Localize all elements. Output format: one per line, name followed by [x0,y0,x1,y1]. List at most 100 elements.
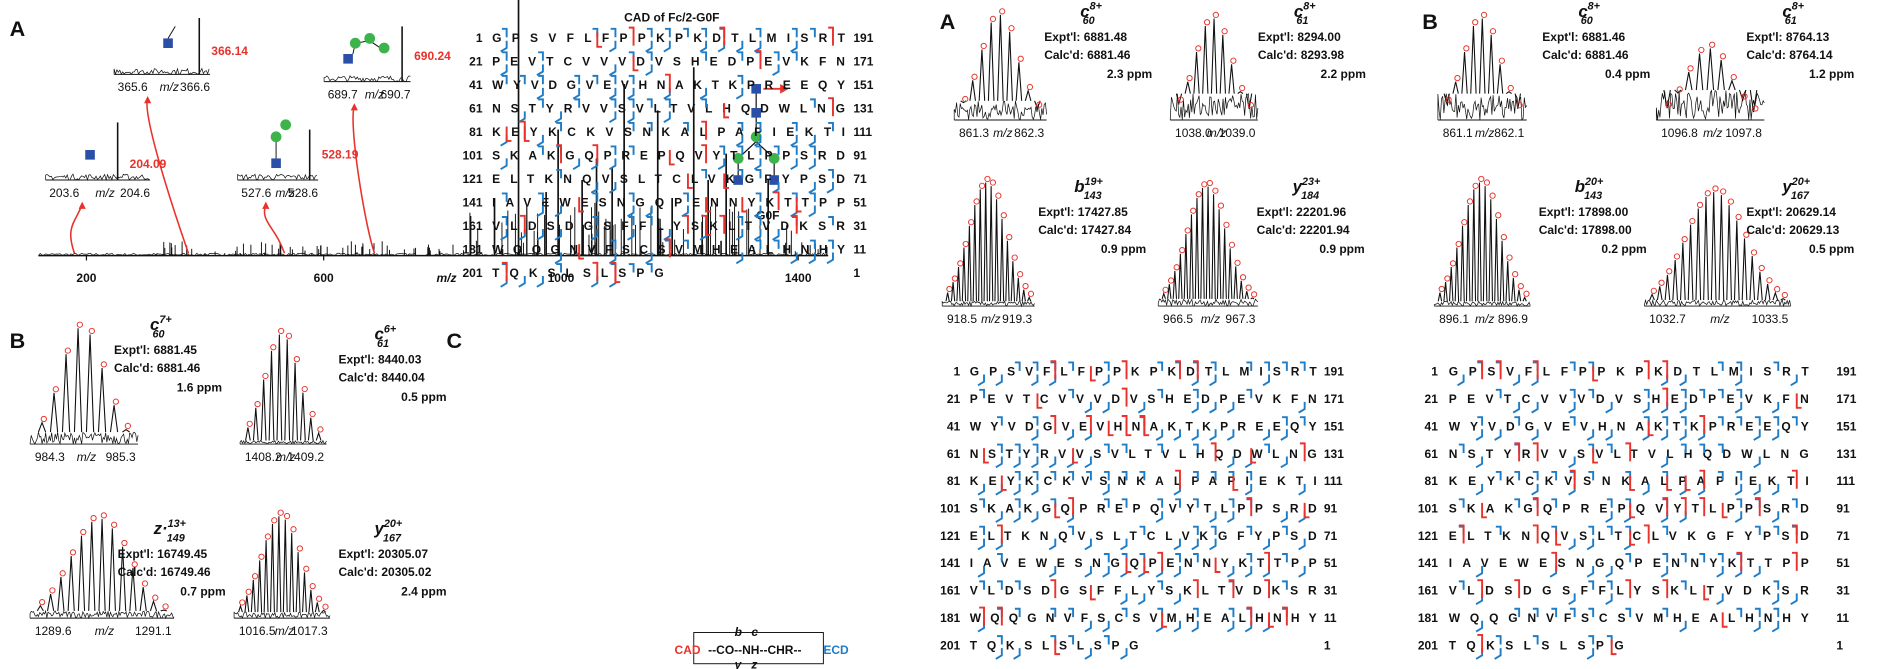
cleavage-c [979,388,985,399]
cleavage-z [590,181,599,194]
legend-z: z [750,658,757,669]
cleavage-z [554,205,562,218]
isotope-peak [950,282,956,302]
cleavage-z [1771,401,1780,414]
theoretical-marker [124,422,131,430]
cleavage-c [1192,525,1199,536]
calculated-mass: Calc'd: 17427.84 [1038,223,1131,237]
theoretical-marker [1461,219,1468,226]
cleavage-c [1103,553,1110,563]
theoretical-marker [1251,291,1258,298]
residue-number: 1 [1324,638,1331,652]
cleavage-z [790,252,798,265]
isotope-peak [73,328,83,433]
cleavage-z [1226,620,1235,633]
tick-label: 967.3 [1225,312,1255,326]
cleavage-b [1282,606,1288,626]
experimental-mass: Expt'l: 8294.00 [1258,30,1341,44]
cleavage-c [1569,607,1576,618]
isotope-peak [1237,90,1244,95]
cleavage-z [608,158,617,171]
cleavage-b [719,214,726,234]
mass-error: 2.3 ppm [1107,67,1152,81]
cleavage-z [1209,429,1217,441]
cleavage-z [608,40,617,53]
ion-position: 184 [1301,190,1319,202]
tick-label: 1039.0 [1219,126,1256,140]
cleavage-c [646,121,653,132]
ion-type: c [150,315,160,334]
glycan-hexose [364,33,376,44]
cleavage-z [1568,538,1576,551]
isotope-peak [308,589,314,613]
tick-label: 203.6 [49,186,79,200]
cleavage-c [1121,607,1128,618]
legend-chain: --CO--NH--CHR-- [708,643,801,657]
sequence-row: SKAKGQPREPQVYTLPPSRD [492,149,845,163]
axis-label: m/z [1475,126,1494,140]
theoretical-marker [989,15,997,23]
cleavage-c [1458,443,1465,453]
cleavage-z [1734,401,1743,414]
isotope-peak [57,576,65,611]
cleavage-c [1495,525,1502,536]
cleavage-y [686,173,693,189]
cleavage-c [1246,388,1253,399]
cleavage-c [1103,498,1110,508]
cleavage-c [538,98,544,108]
isotope-peak [1471,189,1477,302]
cleavage-c [538,51,544,61]
cleavage-c [719,145,726,155]
sequence-row: KEYKCKVSNKALPAPIEKTI [1449,474,1809,488]
cleavage-c [610,239,617,249]
experimental-mass: Expt'l: 6881.46 [1542,30,1625,44]
cleavage-z [1298,401,1306,414]
cleavage-c [828,168,834,179]
isotope-peak [1511,277,1516,302]
isotope-peak [37,421,47,433]
cleavage-c [1282,553,1288,563]
cleavage-c [1014,607,1021,618]
spectrum-title: CAD of Fc/2-G0F [624,11,719,25]
isotope-peak [1211,194,1216,299]
isotope-peak [1183,234,1189,299]
cleavage-b [701,144,708,164]
cleavage-z [808,181,816,194]
isotope-peak [987,22,995,101]
isotope-peak [268,350,275,441]
isotope-peak [1703,196,1709,301]
cleavage-z [772,64,780,76]
isotope-peak [1178,253,1183,299]
isotope-peak [1695,208,1702,301]
theoretical-marker [1472,182,1479,189]
cleavage-c [646,51,653,61]
tick-label: 1000 [548,271,575,285]
cleavage-c [1121,498,1128,508]
cleavage-c [1532,470,1539,481]
residue-number: 21 [469,55,483,69]
tick-label: 1408.2 [245,450,282,464]
theoretical-marker [973,198,980,205]
tick-label: 600 [314,271,334,285]
ion-position: 61 [377,338,389,350]
axis-label: m/z [1207,126,1226,140]
cleavage-z [1209,538,1217,551]
cleavage-y [578,197,584,213]
cleavage-y [1629,530,1635,546]
theoretical-marker [301,385,308,393]
cleavage-z [1244,483,1253,496]
cleavage-c [1717,416,1724,426]
tick-label: 985.3 [106,450,136,464]
cleavage-z [1679,620,1687,633]
cleavage-y [1610,639,1617,656]
isotope-peak [321,609,326,613]
cleavage-c [1717,388,1724,399]
cleavage-z [1660,566,1669,578]
cleavage-z [1155,511,1164,523]
cleavage-z [1771,511,1780,523]
theoretical-marker [1650,287,1657,294]
residue-number: 161 [940,584,960,598]
cleavage-z [826,181,834,194]
spectrum-noise [239,439,327,445]
